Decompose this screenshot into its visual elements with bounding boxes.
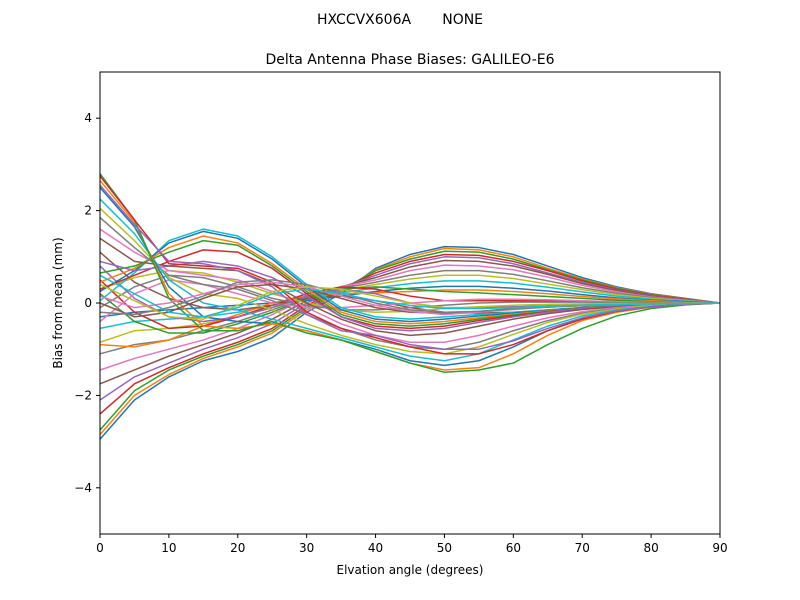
series-line-s04: [99, 253, 721, 415]
x-tick-label: 20: [230, 541, 245, 555]
series-line-s18: [99, 274, 720, 311]
series-line-s30: [99, 198, 721, 362]
series-line-s01: [99, 245, 721, 440]
x-tick-label: 60: [506, 541, 521, 555]
series-line-s35: [99, 184, 721, 350]
x-tick-label: 80: [643, 541, 658, 555]
series-line-s07: [99, 264, 721, 371]
x-tick-label: 90: [712, 541, 727, 555]
figure-suptitle: HXCCVX606A NONE: [317, 12, 483, 28]
series-line-s26: [99, 237, 721, 337]
series-line-s33: [99, 173, 721, 374]
y-tick-label: −4: [74, 481, 92, 495]
y-tick-label: 0: [84, 296, 92, 310]
x-tick-label: 10: [161, 541, 176, 555]
x-tick-label: 50: [437, 541, 452, 555]
series-line-s40: [99, 274, 721, 318]
plot-area: [99, 71, 721, 535]
y-tick-label: 2: [84, 204, 92, 218]
y-axis-label: Bias from mean (mm): [51, 237, 65, 368]
series-group: [99, 173, 721, 440]
x-tick-label: 0: [96, 541, 104, 555]
series-line-s09: [99, 274, 721, 343]
y-tick-label: 4: [84, 111, 92, 125]
x-tick-label: 70: [575, 541, 590, 555]
x-tick-label: 40: [368, 541, 383, 555]
x-tick-label: 30: [299, 541, 314, 555]
chart-title: Delta Antenna Phase Biases: GALILEO-E6: [265, 52, 554, 68]
y-tick-label: −2: [74, 388, 92, 402]
x-axis: 0 10 20 30 40 50 60 70 80 90: [96, 534, 728, 555]
y-axis: −4 −2 0 2 4: [74, 111, 100, 495]
series-line-s03: [99, 250, 721, 431]
x-axis-label: Elvation angle (degrees): [337, 563, 484, 577]
series-line-s06: [99, 259, 721, 385]
series-line-s27: [99, 228, 721, 344]
series-line-s13: [99, 286, 721, 334]
